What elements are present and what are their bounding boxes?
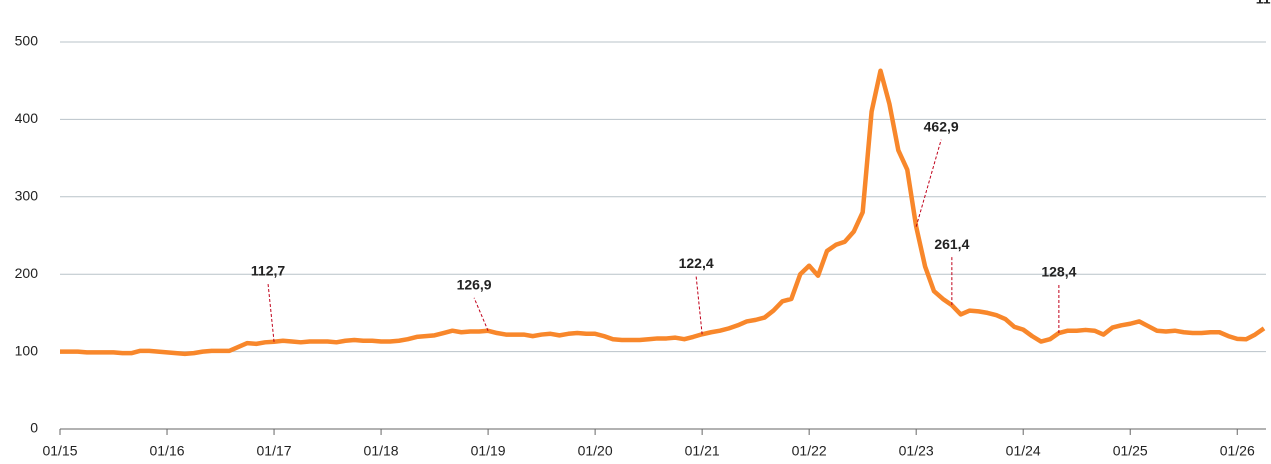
x-tick-label: 01/23 [899,443,934,459]
y-tick-label: 400 [15,110,39,126]
x-tick-label: 01/20 [578,443,613,459]
x-tick-label: 01/15 [42,443,77,459]
x-tick-label: 01/17 [257,443,292,459]
data-label: 122,4 [679,255,714,271]
leader-line [695,276,703,335]
x-tick-label: 01/19 [471,443,506,459]
y-tick-label: 0 [30,420,38,436]
x-tick-label: 01/25 [1113,443,1148,459]
data-label: 128,4 [1041,264,1076,280]
y-tick-label: 500 [15,33,39,49]
x-tick-label: 01/21 [685,443,720,459]
y-tick-label: 200 [15,265,39,281]
x-tick-label: 01/16 [149,443,184,459]
leader-line [473,297,489,331]
data-label: 116,4 [1256,0,1271,7]
data-line [60,68,1266,357]
x-tick-label: 01/24 [1006,443,1041,459]
y-tick-label: 100 [15,342,39,358]
leader-line [267,283,275,342]
data-label: 261,4 [934,236,969,252]
data-label: 112,7 [251,262,285,278]
x-tick-label: 01/26 [1220,443,1255,459]
x-tick-label: 01/22 [792,443,827,459]
x-tick-label: 01/18 [364,443,399,459]
data-label: 126,9 [457,276,492,292]
y-tick-label: 300 [15,188,39,204]
data-label: 462,9 [924,118,959,134]
leader-line [915,139,942,227]
